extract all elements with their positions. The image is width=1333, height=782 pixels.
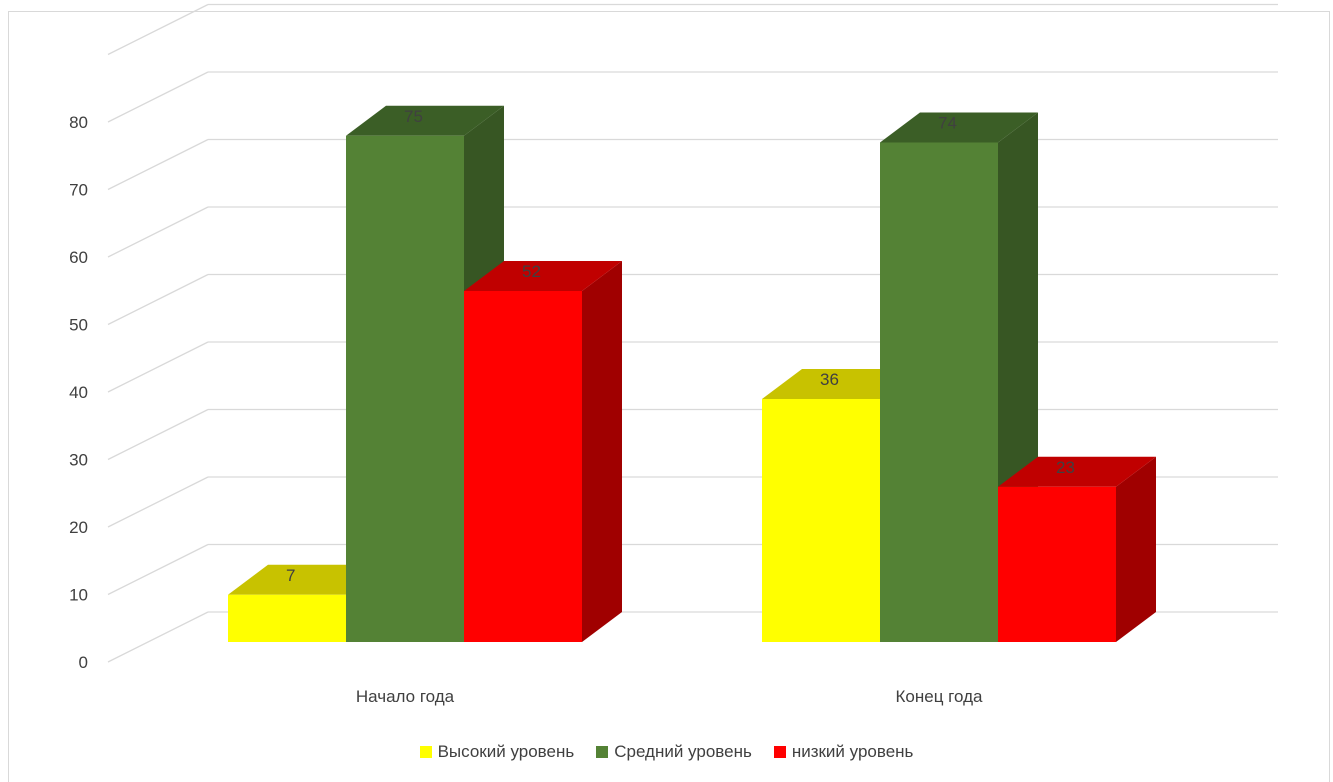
bar-top bbox=[346, 105, 504, 136]
gridline-diagonal bbox=[107, 408, 209, 461]
data-label: 74 bbox=[938, 114, 957, 133]
y-tick-label: 60 bbox=[69, 248, 88, 267]
bar-top bbox=[880, 112, 1038, 143]
y-tick-label: 10 bbox=[69, 586, 88, 605]
chart-plot: 0 10 20 30 40 50 60 70 80 7 75 52 36 74 23 Начало год… bbox=[69, 3, 1278, 706]
y-tick-label: 70 bbox=[69, 181, 88, 200]
legend-swatch bbox=[596, 746, 609, 758]
data-labels: 7 75 52 36 74 23 bbox=[286, 107, 1075, 585]
data-label: 23 bbox=[1056, 458, 1075, 477]
gridline-diagonal bbox=[107, 341, 209, 393]
bar bbox=[228, 594, 346, 642]
bars bbox=[228, 105, 1156, 642]
gridline-diagonal bbox=[107, 273, 209, 326]
bar-side bbox=[1116, 456, 1156, 642]
legend-item: Средний уровень bbox=[596, 742, 752, 762]
gridline-diagonal bbox=[107, 138, 209, 191]
y-tick-label: 50 bbox=[69, 316, 88, 335]
data-label: 52 bbox=[522, 262, 541, 281]
y-tick-label: 20 bbox=[69, 518, 88, 537]
legend-item: низкий уровень bbox=[773, 742, 914, 762]
legend-swatch bbox=[419, 746, 432, 758]
data-label: 75 bbox=[404, 107, 423, 126]
y-tick-label: 0 bbox=[79, 653, 88, 672]
category-label: Начало года bbox=[356, 687, 455, 706]
y-axis-ticks: 0 10 20 30 40 50 60 70 80 bbox=[69, 113, 88, 672]
legend-swatch bbox=[773, 746, 786, 758]
y-tick-label: 80 bbox=[69, 113, 88, 132]
category-labels: Начало года Конец года bbox=[356, 687, 983, 706]
legend-label: низкий уровень bbox=[791, 742, 914, 761]
data-label: 36 bbox=[820, 370, 839, 389]
bar bbox=[880, 142, 998, 642]
y-tick-label: 30 bbox=[69, 451, 88, 470]
gridline-diagonal bbox=[107, 476, 209, 528]
bar-top bbox=[998, 456, 1156, 487]
gridline-diagonal bbox=[107, 543, 209, 596]
bar bbox=[762, 399, 880, 642]
gridline-diagonal bbox=[107, 3, 209, 56]
legend-label: Средний уровень bbox=[614, 742, 752, 761]
gridline-diagonal bbox=[107, 206, 209, 258]
legend-label: Высокий уровень bbox=[437, 742, 575, 761]
data-label: 7 bbox=[286, 566, 295, 585]
legend-item: Высокий уровень bbox=[419, 742, 575, 762]
bar-top bbox=[464, 261, 622, 291]
bar bbox=[464, 291, 582, 642]
category-label: Конец года bbox=[896, 687, 983, 706]
y-tick-label: 40 bbox=[69, 383, 88, 402]
bar-side bbox=[582, 261, 622, 642]
bar bbox=[998, 486, 1116, 642]
legend: Высокий уровень Средний уровень низкий уро… bbox=[0, 740, 1333, 764]
bar bbox=[346, 135, 464, 642]
gridline-diagonal bbox=[107, 611, 209, 663]
gridline-diagonal bbox=[107, 71, 209, 123]
